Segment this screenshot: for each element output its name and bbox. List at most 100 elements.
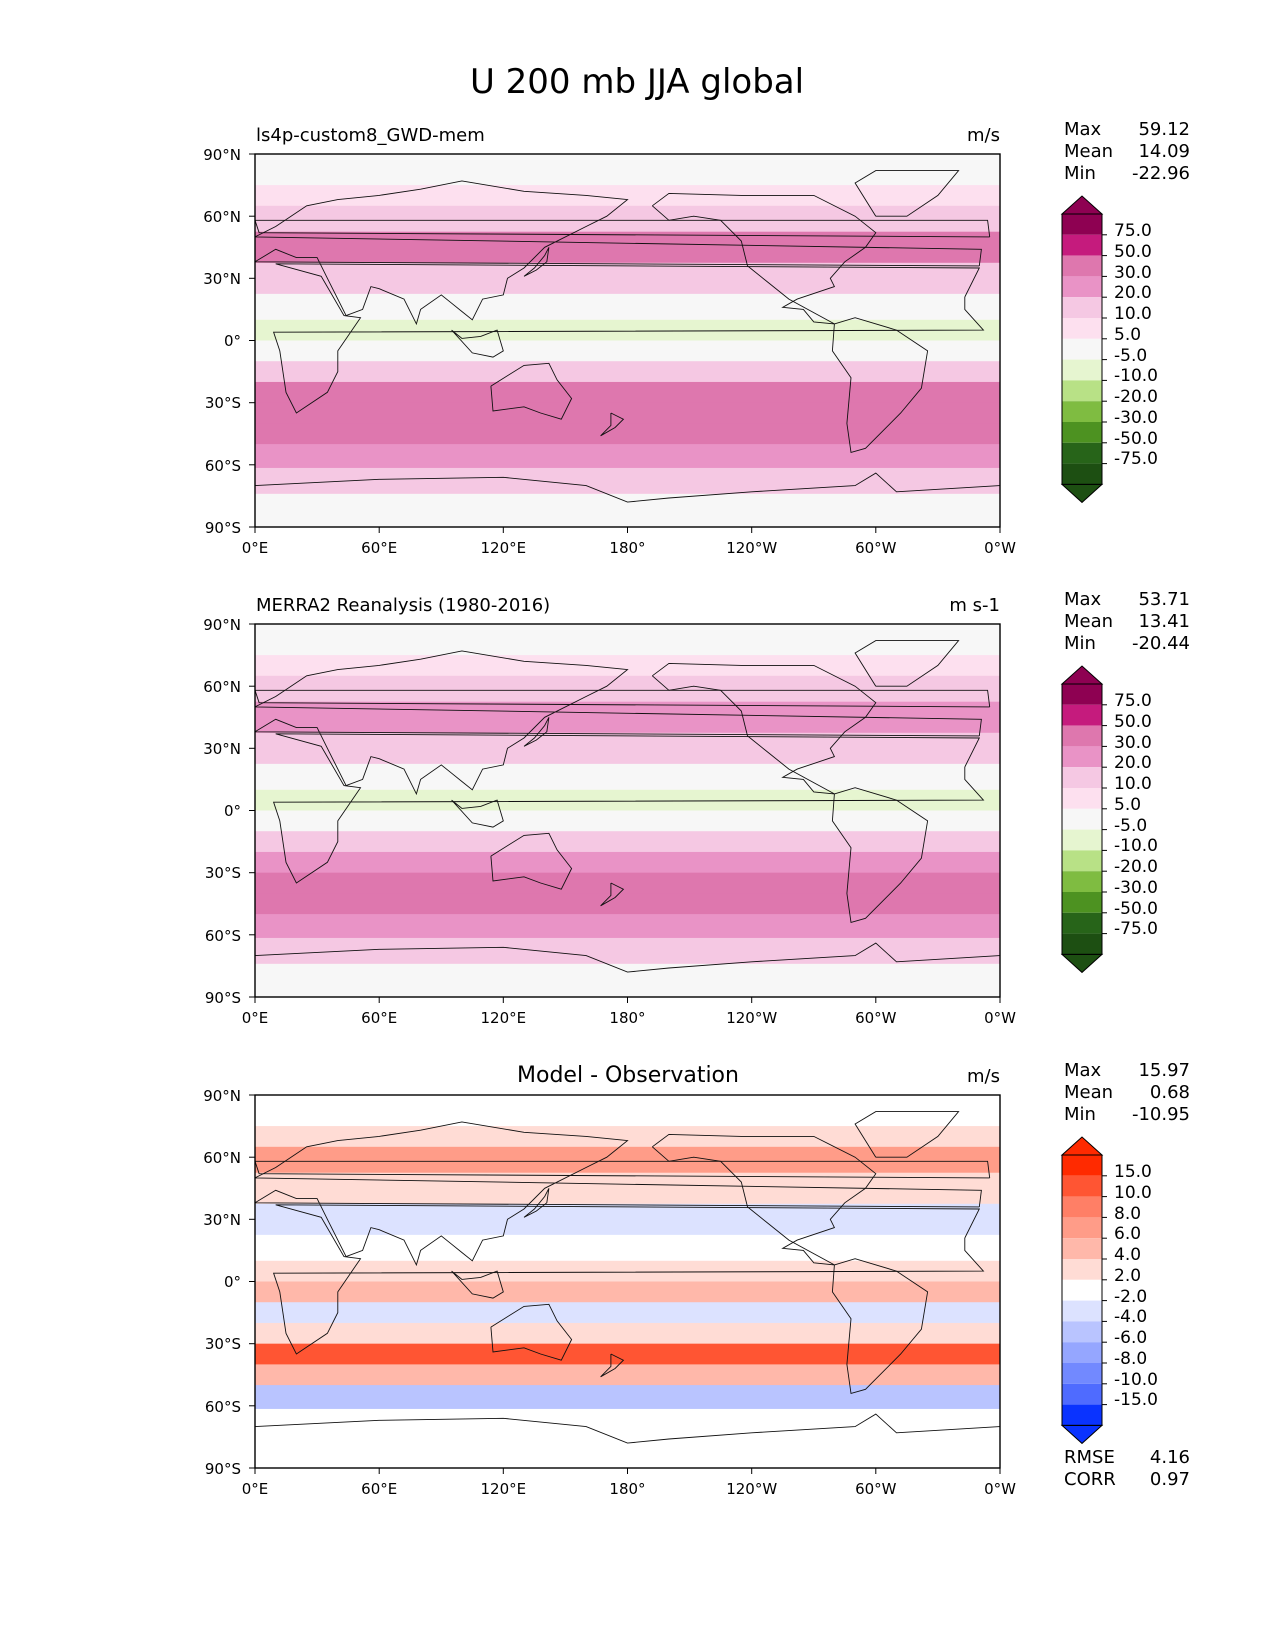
lat-tick-label: 60°S	[205, 927, 241, 945]
lon-tick-label: 0°E	[242, 1480, 269, 1498]
panel-model-lon-axis: 0°E 60°E 120°E 180° 120°W 60°W 0°W	[242, 527, 1016, 557]
coastline	[255, 942, 1000, 973]
zonal-band	[255, 763, 1000, 791]
colorbar-frame	[1061, 683, 1103, 955]
colorbar-tick-label: -20.0	[1114, 857, 1158, 877]
coastline	[255, 219, 991, 238]
panel-reanalysis-lat-axis: 90°N 60°N 30°N 0° 30°S 60°S 90°S	[203, 616, 255, 1007]
zonal-band	[255, 493, 1000, 527]
panel-difference: Model - Observation m/s 90°N 60°N 30°N 0…	[203, 1060, 1190, 1498]
lat-tick-label: 30°N	[203, 740, 241, 758]
stat-value: 59.12	[1138, 119, 1190, 140]
zonal-band	[255, 185, 1000, 207]
coastline	[652, 192, 877, 325]
zonal-band	[255, 1146, 1000, 1174]
lat-tick-label: 90°S	[205, 989, 241, 1007]
coastline	[652, 662, 877, 795]
stat-label: Mean	[1064, 611, 1113, 632]
colorbar-segment	[1062, 767, 1102, 788]
lon-tick-label: 120°E	[480, 539, 526, 557]
lat-tick-label: 90°S	[205, 1460, 241, 1478]
colorbar-segment	[1062, 380, 1102, 402]
panel-model-colorbar-labels: 75.0 50.0 30.0 20.0 10.0 5.0 -5.0 -10.0 …	[1114, 221, 1158, 469]
panel-reanalysis: MERRA2 Reanalysis (1980-2016) m s-1 90°N…	[203, 589, 1190, 1027]
zonal-band	[255, 1095, 1000, 1127]
colorbar-segment	[1062, 1363, 1102, 1384]
zonal-band	[255, 831, 1000, 853]
lon-tick-label: 0°E	[242, 539, 269, 557]
stat-value: 0.97	[1150, 1469, 1190, 1490]
colorbar-tick-label: 4.0	[1114, 1245, 1141, 1265]
panel-reanalysis-colorbar-labels: 75.0 50.0 30.0 20.0 10.0 5.0 -5.0 -10.0 …	[1114, 691, 1158, 939]
colorbar-segment	[1062, 442, 1102, 464]
colorbar-segment	[1062, 1321, 1102, 1343]
lon-tick-label: 180°	[609, 1009, 645, 1027]
colorbar-frame	[1061, 1154, 1103, 1426]
panel-model-lat-axis: 90°N 60°N 30°N 0° 30°S 60°S 90°S	[203, 146, 255, 537]
lon-tick-label: 60°W	[855, 1480, 897, 1498]
panel-model: ls4p-custom8_GWD-mem m/s 90°N 60°N 30°N …	[203, 119, 1190, 557]
colorbar-tick-label: 10.0	[1114, 304, 1152, 324]
panel-reanalysis-stats: Max 53.71 Mean 13.41 Min -20.44	[1064, 589, 1190, 654]
colorbar-segment	[1062, 255, 1102, 277]
zonal-band	[255, 444, 1000, 469]
colorbar-tick-label: -2.0	[1114, 1287, 1147, 1307]
colorbar-tick-label: -10.0	[1114, 1370, 1158, 1390]
lon-tick-label: 0°W	[984, 1480, 1016, 1498]
colorbar-tick-label: 75.0	[1114, 691, 1152, 711]
colorbar-tick-label: -5.0	[1114, 346, 1147, 366]
colorbar-tick-label: 5.0	[1114, 795, 1141, 815]
coastline	[523, 247, 550, 277]
coastline	[523, 717, 550, 747]
zonal-band	[255, 893, 1000, 915]
panel-model-stats: Max 59.12 Mean 14.09 Min -22.96	[1064, 119, 1190, 184]
lon-tick-label: 120°E	[480, 1480, 526, 1498]
lon-tick-label: 180°	[609, 539, 645, 557]
colorbar-segment	[1062, 401, 1102, 422]
panel-model-colorbar	[1060, 195, 1107, 504]
colorbar-tick-label: -10.0	[1114, 366, 1158, 386]
coastline	[490, 832, 573, 890]
zonal-band	[255, 789, 1000, 811]
lat-tick-label: 0°	[224, 802, 241, 820]
zonal-band	[255, 624, 1000, 656]
colorbar-segment	[1062, 704, 1102, 726]
coastline	[255, 1121, 982, 1267]
colorbar-tick-label: -75.0	[1114, 449, 1158, 469]
zonal-band	[255, 1260, 1000, 1282]
coastline	[272, 263, 985, 414]
colorbar-segment	[1062, 234, 1102, 256]
panel-difference-colorbar-labels: 15.0 10.0 8.0 6.0 4.0 2.0 -2.0 -4.0 -6.0…	[1114, 1162, 1158, 1410]
stat-label: RMSE	[1064, 1447, 1115, 1468]
coastline	[854, 640, 960, 687]
colorbar-tick-label: 2.0	[1114, 1266, 1141, 1286]
colorbar-segment	[1062, 359, 1102, 381]
coastline	[854, 170, 960, 217]
colorbar-tick-label: -30.0	[1114, 878, 1158, 898]
coastline	[451, 799, 504, 828]
lat-tick-label: 30°S	[205, 394, 241, 412]
colorbar-extend-min	[1060, 953, 1104, 974]
stat-value: 13.41	[1138, 611, 1190, 632]
zonal-band	[255, 1322, 1000, 1345]
lat-tick-label: 60°N	[203, 678, 241, 696]
colorbar-tick-label: 20.0	[1114, 753, 1152, 773]
lat-tick-label: 30°S	[205, 864, 241, 882]
coastline	[451, 329, 504, 358]
colorbar-tick-label: -50.0	[1114, 429, 1158, 449]
colorbar-segment	[1062, 725, 1102, 747]
zonal-band	[255, 872, 1000, 894]
zonal-band	[255, 319, 1000, 341]
colorbar-segment	[1062, 1217, 1102, 1239]
colorbar-segment	[1062, 1175, 1102, 1197]
panel-reanalysis-lon-axis: 0°E 60°E 120°E 180° 120°W 60°W 0°W	[242, 997, 1016, 1027]
lon-tick-label: 0°W	[984, 539, 1016, 557]
lat-tick-label: 60°N	[203, 208, 241, 226]
colorbar-tick-label: -10.0	[1114, 836, 1158, 856]
stat-label: Min	[1064, 163, 1096, 184]
zonal-band	[255, 1126, 1000, 1148]
panel-difference-center-title: Model - Observation	[517, 1063, 739, 1088]
zonal-band	[255, 1234, 1000, 1262]
stat-label: Max	[1064, 589, 1102, 610]
zonal-band	[255, 467, 1000, 495]
